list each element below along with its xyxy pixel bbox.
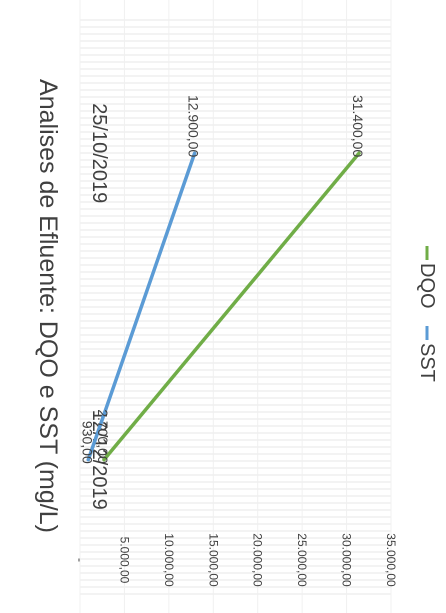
y-tick-label: - — [73, 558, 87, 562]
x-tick-label: 25/10/2019 — [88, 103, 110, 203]
y-tick-label: 20.000,00 — [251, 533, 265, 587]
chart-title: Analises de Efluente: DQO e SST (mg/L) — [34, 79, 62, 533]
series-line-sst — [86, 151, 197, 462]
data-label: 31.400,00 — [350, 95, 366, 157]
y-tick-label: 25.000,00 — [295, 533, 309, 587]
gridlines — [79, 0, 392, 613]
data-labels: 31.400,00 2.700,00 12.900,00 930,00 — [79, 95, 366, 464]
x-axis-tick-labels: 25/10/2019 12/12/2019 — [88, 103, 110, 510]
legend: DQO SST — [416, 246, 438, 382]
legend-label: DQO — [416, 263, 438, 309]
series-line-dqo — [102, 151, 361, 462]
data-label: 930,00 — [79, 421, 95, 464]
data-label: 2.700,00 — [95, 409, 111, 464]
y-tick-label: 10.000,00 — [162, 533, 176, 587]
series-lines — [86, 151, 361, 462]
y-tick-label: 35.000,00 — [384, 533, 398, 587]
y-tick-label: 5.000,00 — [117, 537, 131, 584]
x-tick-label: 12/12/2019 — [88, 410, 110, 510]
legend-label: SST — [416, 343, 438, 382]
y-axis-tick-labels: - 5.000,00 10.000,00 15.000,00 20.000,00 25.0… — [73, 533, 398, 587]
y-tick-label: 30.000,00 — [340, 533, 354, 587]
data-label: 12.900,00 — [186, 95, 202, 157]
y-tick-label: 15.000,00 — [206, 533, 220, 587]
